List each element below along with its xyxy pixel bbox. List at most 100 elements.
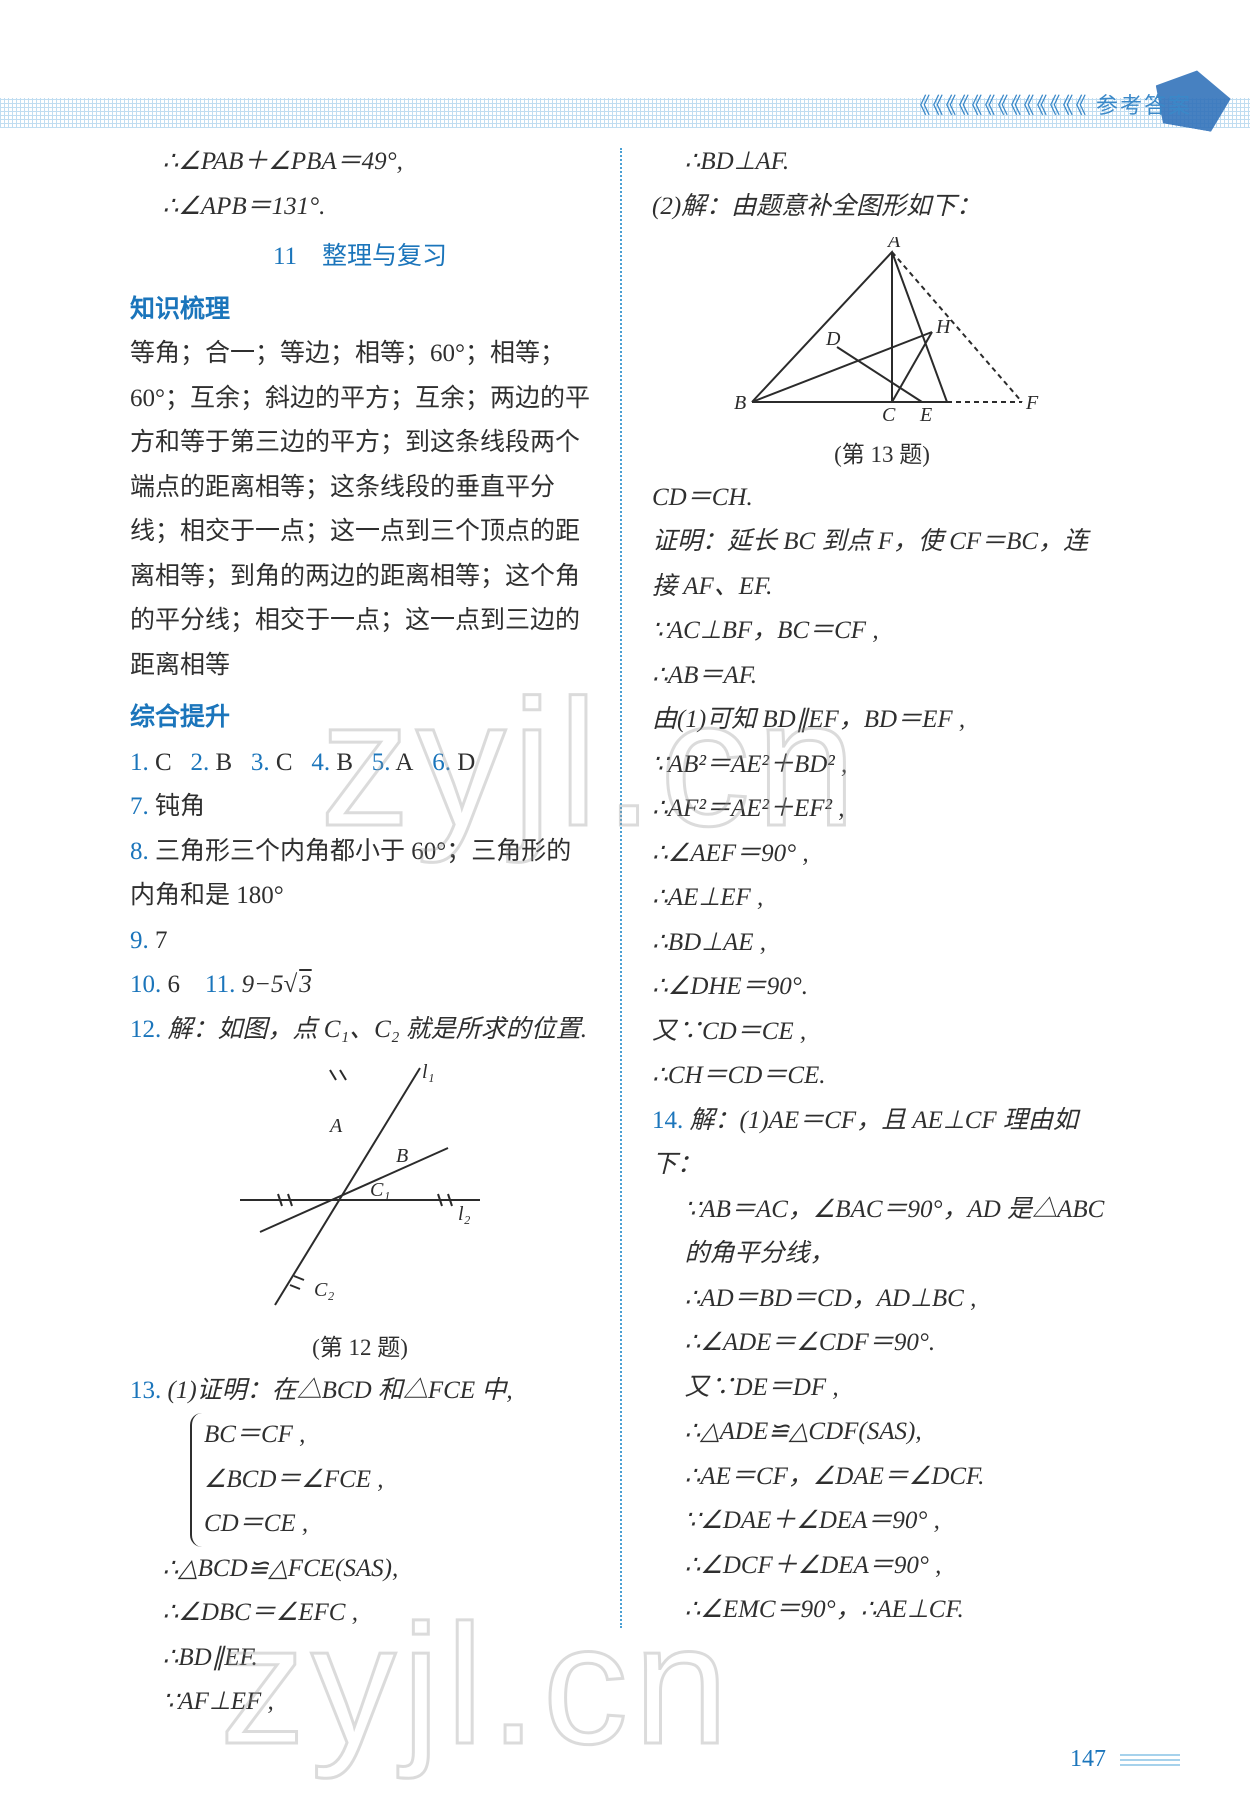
page-number-value: 147: [1070, 1746, 1106, 1772]
q14-7: ∴AE＝CF，∠DAE＝∠DCF.: [652, 1455, 1112, 1500]
q11-num: 11.: [205, 971, 235, 998]
fig13-D: D: [825, 328, 841, 350]
r10: ∴∠AEF＝90° ,: [652, 832, 1112, 877]
r2: (2)解：由题意补全图形如下：: [652, 185, 1112, 230]
page-number: 147: [1070, 1746, 1180, 1773]
mcq-ans: C: [155, 749, 172, 776]
q14-line1: 14. 解：(1)AE＝CF，且 AE⊥CF 理由如下：: [652, 1099, 1112, 1188]
mcq-ans: D: [457, 749, 475, 776]
mcq-num: 4.: [311, 749, 330, 776]
q14-6: ∴△ADE≌△CDF(SAS),: [652, 1410, 1112, 1455]
mcq-ans: B: [336, 749, 353, 776]
section-title: 11 整理与复习: [130, 235, 590, 280]
q13-c1: ∴△BCD≌△FCE(SAS),: [130, 1547, 590, 1592]
q13-b1: BC＝CF ,: [204, 1413, 590, 1458]
fig13-H: H: [935, 316, 952, 338]
r11: ∴AE⊥EF ,: [652, 876, 1112, 921]
fig12-C1: C₁: [370, 1179, 390, 1201]
r13: ∴∠DHE＝90°.: [652, 965, 1112, 1010]
figure-13: A B C D E F H: [722, 237, 1042, 427]
header-text: 参考答案: [1096, 93, 1192, 118]
header-chevrons: 《《《《《《《《《《《《《: [908, 93, 1088, 118]
right-column: ∴BD⊥AF. (2)解：由题意补全图形如下： A B C D E F: [622, 140, 1112, 1725]
q13-num: 13.: [130, 1377, 161, 1404]
r7: 由(1)可知 BD∥EF，BD＝EF ,: [652, 698, 1112, 743]
q8: 8. 三角形三个内角都小于 60°；三角形的内角和是 180°: [130, 830, 590, 919]
sqrt-symbol: √: [283, 971, 297, 998]
mcq-num: 1.: [130, 749, 149, 776]
r5: ∵AC⊥BF，BC＝CF ,: [652, 609, 1112, 654]
q13-c3: ∴BD∥EF.: [130, 1636, 590, 1681]
left-column: ∴∠PAB＋∠PBA＝49°, ∴∠APB＝131°. 11 整理与复习 知识梳…: [130, 140, 620, 1725]
mcq-num: 5.: [372, 749, 391, 776]
q7: 7. 钝角: [130, 785, 590, 830]
q10-q11: 10. 6 11. 9−5√3: [130, 963, 590, 1008]
fig13-F: F: [1025, 392, 1039, 414]
q8-num: 8.: [130, 838, 149, 865]
figure-12: l₁ l₂ A B C₁ C₂: [220, 1060, 500, 1320]
q10-num: 10.: [130, 971, 161, 998]
q14-1: 解：(1)AE＝CF，且 AE⊥CF 理由如下：: [652, 1107, 1078, 1179]
q12-num: 12.: [130, 1016, 161, 1043]
r6: ∴AB＝AF.: [652, 654, 1112, 699]
q7-num: 7.: [130, 793, 149, 820]
r4: 证明：延长 BC 到点 F，使 CF＝BC，连接 AF、EF.: [652, 520, 1112, 609]
q10-ans: 6: [168, 971, 181, 998]
r1: ∴BD⊥AF.: [652, 140, 1112, 185]
q13-1: (1)证明：在△BCD 和△FCE 中,: [168, 1377, 513, 1404]
r14: 又∵CD＝CE ,: [652, 1010, 1112, 1055]
fig12-caption: (第 12 题): [130, 1328, 590, 1369]
fig12-l2: l₂: [458, 1203, 471, 1225]
line-pab: ∴∠PAB＋∠PBA＝49°,: [130, 140, 590, 185]
page-number-decoration: [1120, 1754, 1180, 1766]
mcq-row: 1. C 2. B 3. C 4. B 5. A 6. D: [130, 741, 590, 786]
q13-line1: 13. (1)证明：在△BCD 和△FCE 中,: [130, 1369, 590, 1414]
fig12-C2: C₂: [314, 1279, 334, 1301]
q11-ans-pre: 9−5: [242, 971, 284, 998]
r8: ∵AB²＝AE²＋BD² ,: [652, 743, 1112, 788]
sub-knowledge: 知识梳理: [130, 288, 590, 333]
fig12-l1: l₁: [422, 1061, 435, 1083]
q12: 12. 解：如图，点 C₁、C₂ 就是所求的位置.: [130, 1008, 590, 1053]
q13-c4: ∵AF⊥EF ,: [130, 1680, 590, 1725]
r12: ∴BD⊥AE ,: [652, 921, 1112, 966]
q14-num: 14.: [652, 1107, 683, 1134]
q12-ans: 解：如图，点 C₁、C₂ 就是所求的位置.: [168, 1016, 587, 1043]
q11-ans-root: 3: [297, 971, 312, 998]
mcq-ans: B: [215, 749, 232, 776]
fig13-B: B: [734, 392, 746, 414]
fig12-A: A: [328, 1115, 343, 1137]
q14-9: ∴∠DCF＋∠DEA＝90° ,: [652, 1544, 1112, 1589]
fig13-caption: (第 13 题): [652, 435, 1112, 476]
q13-b2: ∠BCD＝∠FCE ,: [204, 1458, 590, 1503]
q14-4: ∴∠ADE＝∠CDF＝90°.: [652, 1321, 1112, 1366]
q13-b3: CD＝CE ,: [204, 1502, 590, 1547]
fig13-C: C: [882, 404, 896, 426]
header-label: 《《《《《《《《《《《《《 参考答案: [908, 88, 1192, 120]
q7-ans: 钝角: [155, 793, 205, 820]
r9: ∴AF²＝AE²＋EF² ,: [652, 787, 1112, 832]
q13-c2: ∴∠DBC＝∠EFC ,: [130, 1591, 590, 1636]
mcq-num: 3.: [251, 749, 270, 776]
fig13-E: E: [919, 404, 932, 426]
q14-5: 又∵DE＝DF ,: [652, 1366, 1112, 1411]
q9: 9. 7: [130, 919, 590, 964]
mcq-num: 6.: [432, 749, 451, 776]
fig12-B: B: [396, 1145, 408, 1167]
q14-8: ∵∠DAE＋∠DEA＝90° ,: [652, 1499, 1112, 1544]
sub-exercises: 综合提升: [130, 696, 590, 741]
q14-3: ∴AD＝BD＝CD，AD⊥BC ,: [652, 1277, 1112, 1322]
q9-ans: 7: [155, 927, 168, 954]
fig13-A: A: [886, 237, 901, 252]
q14-10: ∴∠EMC＝90°，∴AE⊥CF.: [652, 1588, 1112, 1633]
knowledge-paragraph: 等角；合一；等边；相等；60°；相等；60°；互余；斜边的平方；互余；两边的平方…: [130, 332, 590, 688]
r3: CD＝CH.: [652, 476, 1112, 521]
page-body: ∴∠PAB＋∠PBA＝49°, ∴∠APB＝131°. 11 整理与复习 知识梳…: [130, 140, 1150, 1725]
mcq-num: 2.: [190, 749, 209, 776]
q13-brace: BC＝CF , ∠BCD＝∠FCE , CD＝CE ,: [190, 1413, 590, 1547]
mcq-ans: A: [395, 749, 413, 776]
r15: ∴CH＝CD＝CE.: [652, 1054, 1112, 1099]
q8-ans: 三角形三个内角都小于 60°；三角形的内角和是 180°: [130, 838, 571, 910]
q14-2: ∵AB＝AC，∠BAC＝90°，AD 是△ABC的角平分线，: [652, 1188, 1112, 1277]
mcq-ans: C: [276, 749, 293, 776]
